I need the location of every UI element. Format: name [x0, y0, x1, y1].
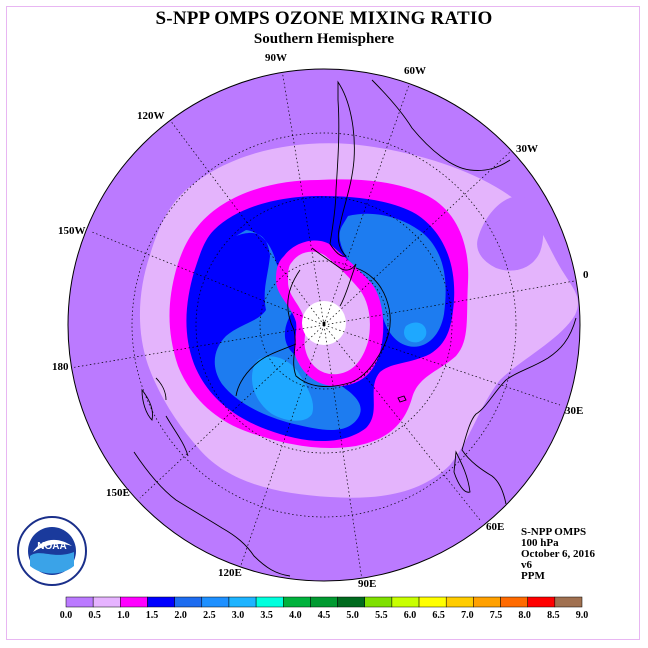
- colorbar-tick-label: 6.5: [432, 610, 445, 621]
- colorbar-swatch: [255, 596, 284, 608]
- page-frame: [6, 6, 640, 640]
- coast-madagascar: [453, 450, 471, 493]
- colorbar-tick-label: 7.5: [490, 610, 503, 621]
- coast-antarctica: [287, 267, 391, 387]
- colorbar-tick-label: 2.0: [174, 610, 187, 621]
- field-light-blue: [252, 356, 314, 421]
- field-light-blue-spot: [404, 322, 427, 343]
- coast-antarctica-ross: [235, 343, 297, 397]
- colorbar-tick-label: 6.0: [404, 610, 417, 621]
- colorbar-swatch: [473, 596, 501, 608]
- colorbar-tick-label: 1.5: [146, 610, 159, 621]
- lon-label-30w: 30W: [516, 143, 538, 155]
- colorbar-swatch: [228, 596, 257, 608]
- info-version: v6: [521, 559, 532, 571]
- field-mid-blue-east: [339, 213, 446, 347]
- colorbar-swatch: [527, 596, 556, 608]
- field-low-patch: [477, 196, 544, 271]
- colorbar-swatch: [283, 596, 311, 608]
- colorbar-tick-label: 8.5: [547, 610, 560, 621]
- colorbar-swatch: [120, 596, 148, 608]
- colorbar-tick-label: 1.0: [117, 610, 130, 621]
- lon-label-120w: 120W: [137, 110, 165, 122]
- noaa-logo-text: NOAA: [37, 541, 66, 552]
- longitude-labels: 90W 60W 30W 0 30E 60E 90E 120E 150E 180 …: [52, 52, 589, 590]
- info-pressure-level: 100 hPa: [521, 537, 559, 549]
- colorbar-tick-label: 5.5: [375, 610, 388, 621]
- colorbar-swatch: [337, 596, 365, 608]
- lon-label-150e: 150E: [106, 487, 130, 499]
- coast-kerguelen: [397, 395, 407, 403]
- map-boundary: [67, 68, 581, 582]
- info-date: October 6, 2016: [521, 548, 596, 560]
- colorbar-swatch: [92, 596, 121, 608]
- colorbar-tick-label: 9.0: [576, 610, 589, 621]
- colorbar-swatch: [201, 596, 230, 608]
- coast-africa: [461, 317, 577, 505]
- colorbar-swatch: [65, 596, 94, 608]
- colorbar-swatch: [418, 596, 447, 608]
- colorbar-tick-label: 0.5: [88, 610, 101, 621]
- lon-label-90w: 90W: [265, 52, 287, 64]
- colorbar-swatch: [174, 596, 203, 608]
- lon-label-0: 0: [583, 269, 589, 281]
- colorbar-swatch: [310, 596, 338, 608]
- colorbar-tick-label: 8.0: [518, 610, 531, 621]
- latitude-grid: [131, 132, 517, 518]
- colorbar-tick-label: 5.0: [346, 610, 359, 621]
- lon-label-30e: 30E: [565, 405, 583, 417]
- colorbar-tick-label: 7.0: [461, 610, 474, 621]
- colorbar-swatch: [445, 596, 474, 608]
- lon-label-120e: 120E: [218, 567, 242, 579]
- colorbar-tick-label: 0.0: [60, 610, 73, 621]
- colorbar-tick-label: 3.0: [232, 610, 245, 621]
- colorbar-swatch: [147, 596, 175, 608]
- coast-australia: [133, 415, 291, 577]
- colorbar-swatch: [391, 596, 420, 608]
- info-instrument: S-NPP OMPS: [521, 526, 587, 538]
- coastlines: [133, 79, 577, 577]
- coast-antarctic-peninsula: [311, 247, 357, 307]
- colorbar-tick-label: 4.0: [289, 610, 302, 621]
- lon-label-90e: 90E: [358, 578, 376, 590]
- coast-new-zealand: [141, 377, 167, 421]
- meridian-grid: [69, 69, 580, 581]
- map-title: S-NPP OMPS OZONE MIXING RATIO: [155, 8, 493, 29]
- colorbar-swatch: [500, 596, 528, 608]
- colorbar-tick-label: 3.5: [260, 610, 273, 621]
- lon-label-180: 180: [52, 361, 69, 373]
- coast-south-america: [329, 79, 511, 257]
- map-subtitle: Southern Hemisphere: [253, 31, 395, 47]
- info-units: PPM: [521, 570, 545, 582]
- colorbar: 0.0 0.5 1.0 1.5 2.0 2.5 3.0 3.5 4.0 4.5 5.0 5.5 6.0 6…: [60, 596, 589, 621]
- noaa-logo: NOAA: [17, 516, 87, 586]
- colorbar-tick-label: 2.5: [203, 610, 216, 621]
- lon-label-60e: 60E: [486, 521, 504, 533]
- lon-label-150w: 150W: [58, 225, 86, 237]
- colorbar-tick-label: 4.5: [318, 610, 331, 621]
- colorbar-swatch: [364, 596, 393, 608]
- colorbar-swatch: [554, 596, 583, 608]
- lon-label-60w: 60W: [404, 65, 426, 77]
- ozone-field: [68, 69, 580, 581]
